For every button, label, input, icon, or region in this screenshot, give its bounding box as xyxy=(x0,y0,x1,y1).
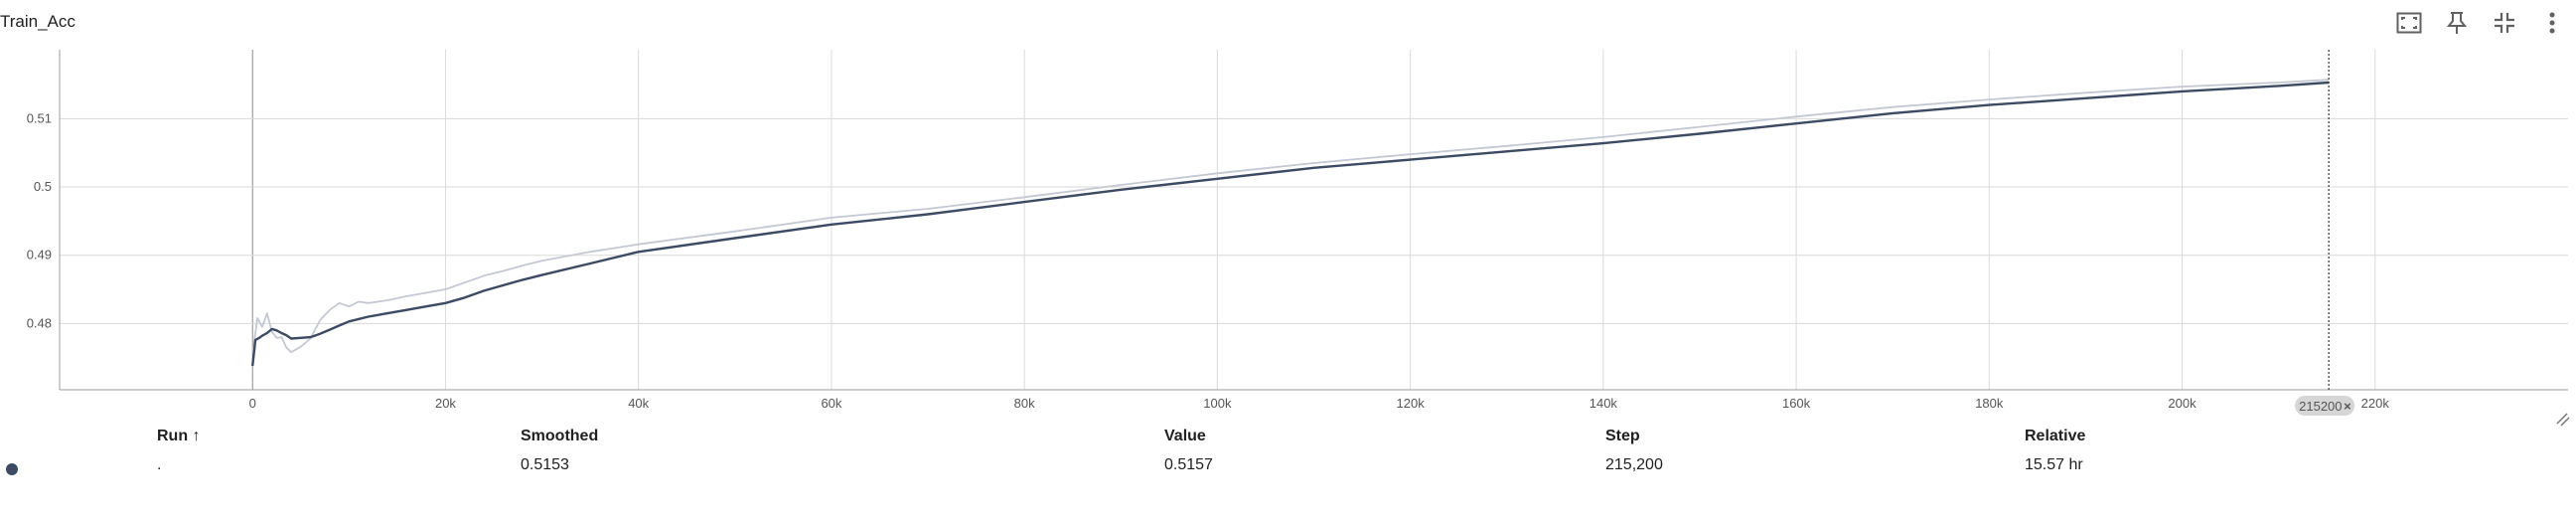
relative-time: 15.57 hr xyxy=(2025,456,2083,473)
resize-handle-icon[interactable] xyxy=(2556,413,2570,427)
x-tick-label: 180k xyxy=(1975,396,2004,411)
tick-label-layer: 0 20k 40k 60k 80k 100k 120k 140k 160k 180k 200k 220… xyxy=(27,110,2390,411)
table-header-row: Run ↑ Smoothed Value Step Relative xyxy=(0,428,2576,451)
pin-icon xyxy=(2447,12,2467,34)
x-tick-label: 200k xyxy=(2168,396,2197,411)
col-header-step[interactable]: Step xyxy=(1605,428,1640,444)
fit-to-data-button[interactable] xyxy=(2385,8,2433,38)
raw-value: 0.5157 xyxy=(1164,456,1213,473)
x-tick-label: 220k xyxy=(2361,396,2390,411)
run-color-dot xyxy=(6,463,18,475)
hover-layer: 215200 × xyxy=(2295,50,2355,416)
raw-series-line xyxy=(251,79,2330,355)
y-tick-label: 0.5 xyxy=(34,179,52,194)
smoothed-value: 0.5153 xyxy=(521,456,569,473)
x-tick-label: 140k xyxy=(1590,396,1618,411)
x-tick-label: 60k xyxy=(821,396,841,411)
more-vert-icon xyxy=(2549,12,2555,34)
step-value: 215,200 xyxy=(1605,456,1663,473)
collapse-button[interactable] xyxy=(2481,8,2528,38)
table-row: . 0.5153 0.5157 215,200 15.57 hr xyxy=(0,456,2576,480)
chart-title: Train_Acc xyxy=(0,12,76,31)
x-tick-label: 160k xyxy=(1782,396,1811,411)
pin-button[interactable] xyxy=(2433,8,2481,38)
x-tick-label: 120k xyxy=(1397,396,1426,411)
x-tick-label: 40k xyxy=(628,396,649,411)
x-tick-label: 20k xyxy=(435,396,456,411)
x-tick-label: 0 xyxy=(249,396,256,411)
x-tick-label: 80k xyxy=(1014,396,1035,411)
hover-close-icon[interactable]: × xyxy=(2344,399,2351,414)
col-header-relative[interactable]: Relative xyxy=(2025,428,2086,444)
collapse-icon xyxy=(2495,13,2514,33)
smoothed-series-line xyxy=(251,81,2330,367)
line-chart[interactable]: 215200 × 0 20k 40k 60k 80k 100k 120k 140k 160k 180… xyxy=(0,0,2576,428)
x-tick-label: 100k xyxy=(1203,396,1232,411)
col-header-run[interactable]: Run ↑ xyxy=(157,428,201,444)
col-header-smoothed[interactable]: Smoothed xyxy=(521,428,599,444)
y-tick-label: 0.51 xyxy=(27,110,52,125)
run-name: . xyxy=(157,456,162,473)
chart-toolbar xyxy=(2385,8,2576,38)
axis-layer xyxy=(59,50,2568,391)
grid-layer xyxy=(60,50,2568,390)
col-header-value[interactable]: Value xyxy=(1164,428,1206,444)
hover-step-label: 215200 xyxy=(2299,399,2342,414)
y-tick-label: 0.49 xyxy=(27,248,52,262)
series-layer xyxy=(251,79,2330,367)
hover-step-badge xyxy=(2295,396,2355,416)
y-tick-label: 0.48 xyxy=(27,315,52,330)
fit-to-data-icon xyxy=(2396,12,2422,34)
more-options-button[interactable] xyxy=(2528,8,2576,38)
